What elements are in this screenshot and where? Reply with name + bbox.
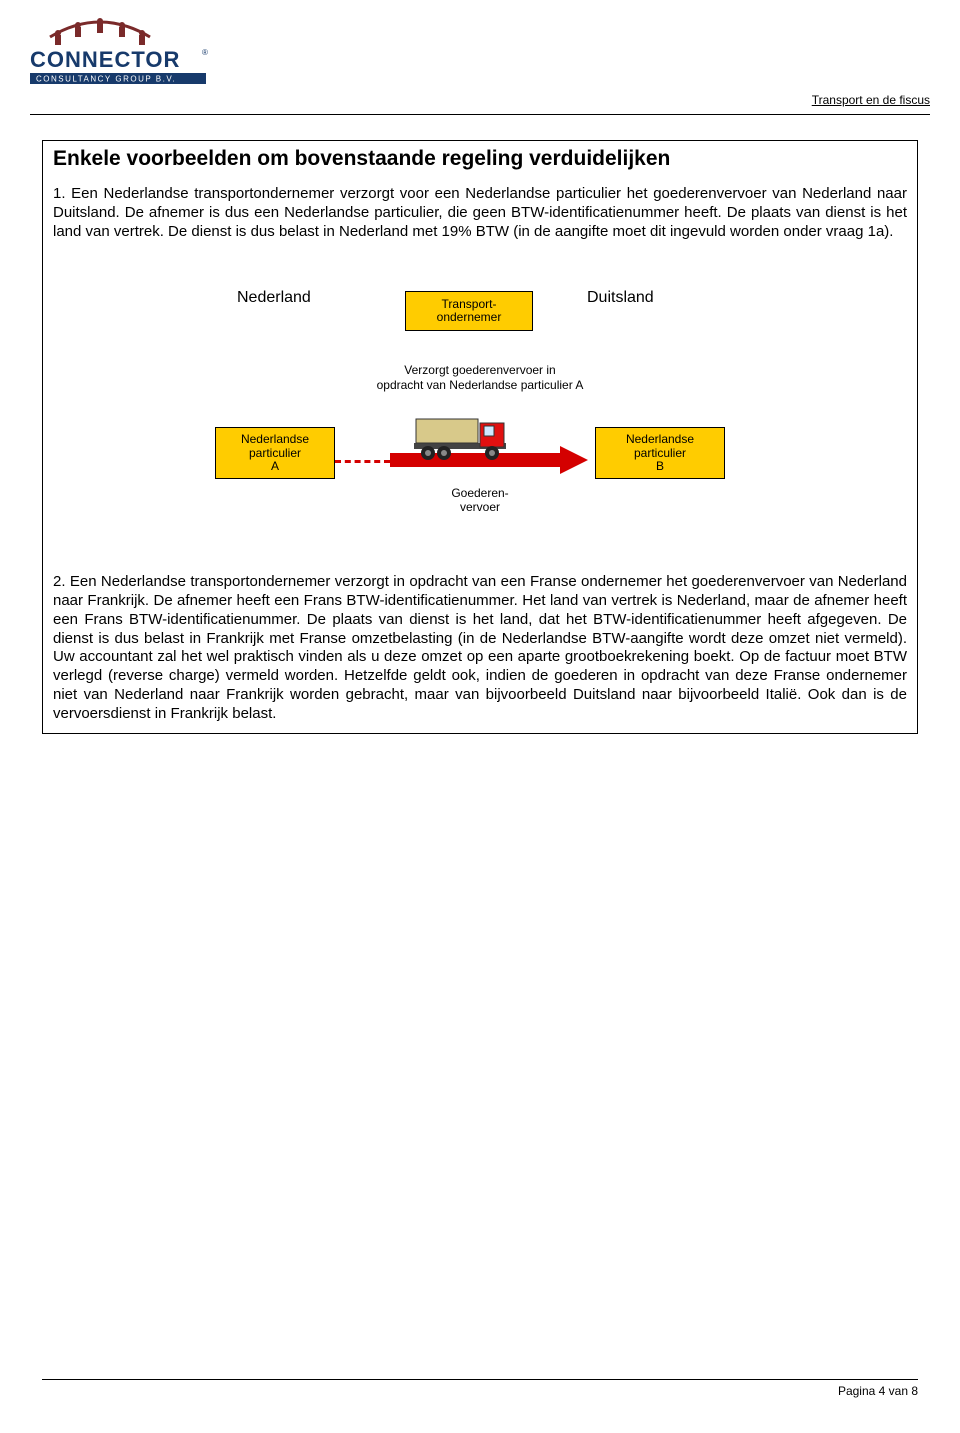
- section-heading: Enkele voorbeelden om bovenstaande regel…: [53, 147, 907, 171]
- diagram-goederen-line2: vervoer: [460, 500, 500, 514]
- diagram-goederen-line1: Goederen-: [451, 486, 508, 500]
- page-header: CONNECTOR ® CONSULTANCY GROUP B.V. Trans…: [30, 15, 930, 115]
- diagram-box-right-line3: B: [656, 460, 664, 473]
- brand-logo: CONNECTOR ® CONSULTANCY GROUP B.V.: [30, 15, 230, 98]
- diagram-caption-line1: Verzorgt goederenvervoer in: [404, 363, 555, 377]
- diagram-box-left-line3: A: [271, 460, 279, 473]
- truck-icon: [410, 405, 530, 463]
- page-number: Pagina 4 van 8: [42, 1384, 918, 1398]
- diagram-box-left: Nederlandse particulier A: [215, 427, 335, 479]
- diagram-box-transport-line2: ondernemer: [437, 311, 502, 324]
- diagram-country-left: Nederland: [237, 289, 311, 307]
- paragraph-2: 2. Een Nederlandse transportondernemer v…: [53, 573, 907, 723]
- diagram-box-right: Nederlandse particulier B: [595, 427, 725, 479]
- logo-text-sub: CONSULTANCY GROUP B.V.: [36, 75, 176, 84]
- diagram-box-right-line2: particulier: [634, 447, 686, 460]
- diagram-box-right-line1: Nederlandse: [626, 433, 694, 446]
- doc-title: Transport en de fiscus: [812, 93, 930, 107]
- header-divider: [30, 114, 930, 115]
- page-footer: Pagina 4 van 8: [42, 1379, 918, 1398]
- paragraph-1: 1. Een Nederlandse transportondernemer v…: [53, 185, 907, 241]
- diagram-caption-line2: opdracht van Nederlandse particulier A: [377, 378, 584, 392]
- diagram-box-left-line1: Nederlandse: [241, 433, 309, 446]
- diagram-box-transport: Transport- ondernemer: [405, 291, 533, 331]
- footer-divider: [42, 1379, 918, 1380]
- transport-diagram: Nederland Duitsland Transport- onderneme…: [195, 277, 765, 537]
- diagram-country-right: Duitsland: [587, 289, 654, 307]
- diagram-arrow-head: [560, 446, 588, 474]
- diagram-dashed-line: [335, 460, 390, 463]
- logo-text-main: CONNECTOR: [30, 47, 180, 72]
- svg-text:®: ®: [202, 48, 208, 57]
- content-frame: Enkele voorbeelden om bovenstaande regel…: [42, 140, 918, 734]
- diagram-goederen-label: Goederen- vervoer: [400, 487, 560, 515]
- diagram-caption: Verzorgt goederenvervoer in opdracht van…: [195, 363, 765, 392]
- diagram-box-left-line2: particulier: [249, 447, 301, 460]
